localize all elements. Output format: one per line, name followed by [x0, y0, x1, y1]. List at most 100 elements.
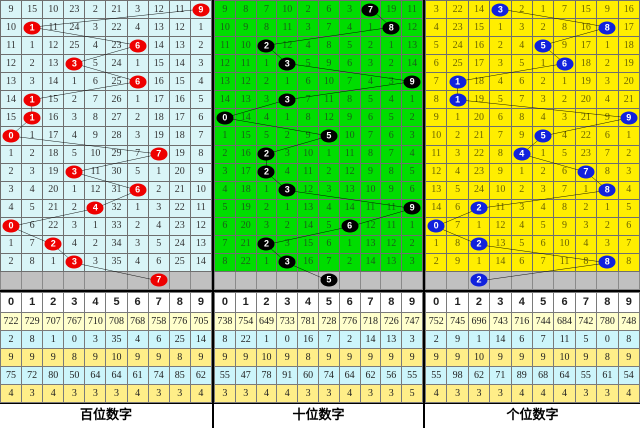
stats-header-cell[interactable]: 2 — [467, 292, 491, 313]
panel-tens[interactable]: 9871026377191110981137418812111022124852… — [214, 0, 425, 291]
stats-average-cell: 9 — [574, 348, 598, 367]
panel-hundreds[interactable]: 9151023221312119910111124322413121111122… — [0, 0, 214, 291]
footer-label-hundreds: 百位数字 — [0, 403, 212, 425]
trend-cell: 5 — [553, 144, 576, 164]
stats-header-cell[interactable]: 7 — [359, 292, 382, 313]
trend-cell — [255, 270, 278, 291]
panel-units[interactable]: 3221433217159164231513281688175241624559… — [424, 0, 640, 291]
trend-cell: 13 — [214, 72, 236, 92]
trend-cell: 1 — [255, 252, 278, 272]
drawn-number-marker: 9 — [403, 75, 421, 89]
stats-frequency-cell: 3 — [21, 384, 44, 403]
stats-header-cell[interactable]: 1 — [234, 292, 257, 313]
trend-cell: 11 — [380, 198, 403, 218]
trend-cell: 1 — [401, 216, 423, 236]
trend-cell: 14 — [189, 252, 213, 272]
stats-header-cell[interactable]: 2 — [42, 292, 65, 313]
stats-header-cell[interactable]: 8 — [168, 292, 191, 313]
trend-cell: 3 — [63, 216, 86, 236]
trend-cell: 7 — [510, 90, 533, 110]
drawn-number-marker: 6 — [129, 75, 147, 89]
stats-frequency-cell: 4 — [276, 384, 299, 403]
trend-cell: 19 — [380, 0, 403, 20]
trend-row: 28133335462514 — [0, 252, 213, 272]
stats-max-missing-cell: 68 — [531, 366, 555, 385]
stats-frequency-cell: 4 — [553, 384, 576, 403]
trend-cell: 7 — [317, 18, 340, 38]
trend-cell — [63, 270, 86, 291]
trend-cell: 13 — [147, 18, 170, 38]
stats-average-cell: 9 — [531, 348, 555, 367]
trend-cell: 66 — [553, 54, 576, 74]
stats-max-missing-cell: 72 — [21, 366, 44, 385]
trend-cell: 1 — [359, 18, 382, 38]
trend-cell: 1 — [189, 18, 213, 38]
trend-row: 5192113414111199 — [214, 198, 423, 218]
stats-header-cell[interactable]: 9 — [617, 292, 640, 313]
trend-cell: 8 — [553, 18, 576, 38]
stats-hundreds: 0 1 2 3 4 5 6 7 8 9 722 729 707 767 710 708 768 758 776 705… — [0, 292, 214, 428]
stats-header-cell[interactable]: 2 — [255, 292, 278, 313]
stats-total-cell: 747 — [401, 312, 423, 331]
stats-header-cell[interactable]: 9 — [401, 292, 423, 313]
stats-missing-cell: 4 — [126, 330, 149, 349]
trend-cell: 2 — [596, 54, 619, 74]
stats-header-cell[interactable]: 8 — [380, 292, 403, 313]
trend-cell: 18 — [574, 54, 598, 74]
trend-cell: 3 — [359, 54, 382, 74]
trend-cell: 14 — [297, 216, 319, 236]
trend-cell: 17 — [42, 126, 65, 146]
stats-header-cell[interactable]: 5 — [531, 292, 555, 313]
stats-header-cell[interactable]: 5 — [105, 292, 128, 313]
trend-cell: 4 — [276, 162, 299, 182]
stats-header-cell[interactable]: 3 — [63, 292, 86, 313]
trend-cell: 1 — [510, 162, 533, 182]
stats-header-cell[interactable]: 0 — [214, 292, 236, 313]
trend-cell: 15 — [297, 234, 319, 254]
trend-cell — [380, 270, 403, 291]
stats-header-cell[interactable]: 0 — [0, 292, 23, 313]
stats-header-cell[interactable]: 4 — [84, 292, 107, 313]
trend-cell: 66 — [126, 180, 149, 200]
stats-header-cell[interactable]: 0 — [424, 292, 448, 313]
trend-cell: 4 — [255, 108, 278, 128]
trend-cell: 12 — [189, 216, 213, 236]
trend-cell: 7 — [214, 234, 236, 254]
stats-header-cell[interactable]: 4 — [510, 292, 533, 313]
trend-cell: 7 — [84, 90, 107, 110]
trend-cell: 14 — [359, 252, 382, 272]
trend-cell: 7 — [21, 234, 44, 254]
trend-cell: 1 — [617, 126, 640, 146]
stats-header-cell[interactable]: 3 — [276, 292, 299, 313]
trend-row: 2911467118888 — [424, 252, 640, 272]
trend-cell: 9 — [359, 162, 382, 182]
drawn-number-marker: 0 — [2, 219, 20, 233]
trend-cell: 19 — [467, 90, 491, 110]
stats-header-cell[interactable]: 8 — [596, 292, 619, 313]
stats-header-cell[interactable]: 1 — [21, 292, 44, 313]
stats-max-missing-cell: 64 — [338, 366, 361, 385]
trend-cell: 8 — [189, 144, 213, 164]
trend-cell: 8 — [214, 252, 236, 272]
trend-cell: 11 — [317, 90, 340, 110]
trend-row: 1155295510763 — [214, 126, 423, 146]
stats-header-cell[interactable]: 7 — [147, 292, 170, 313]
trend-cell: 8 — [446, 234, 469, 254]
stats-header-cell[interactable]: 6 — [338, 292, 361, 313]
stats-header-cell[interactable]: 1 — [446, 292, 469, 313]
stats-header-cell[interactable]: 6 — [553, 292, 576, 313]
trend-cell: 7 — [297, 90, 319, 110]
stats-header-cell[interactable]: 3 — [489, 292, 512, 313]
stats-average-cell: 9 — [126, 348, 149, 367]
stats-header-cell[interactable]: 4 — [297, 292, 319, 313]
stats-header-cell[interactable]: 6 — [126, 292, 149, 313]
stats-header-cell[interactable]: 7 — [574, 292, 598, 313]
stats-average-cell: 10 — [467, 348, 491, 367]
stats-header-cell[interactable]: 5 — [317, 292, 340, 313]
stats-header-cell[interactable]: 9 — [189, 292, 213, 313]
stats-frequency-cell: 3 — [84, 384, 107, 403]
trend-cell: 3 — [276, 144, 299, 164]
trend-row: 1822135610437 — [424, 234, 640, 254]
trend-cell: 30 — [105, 162, 128, 182]
